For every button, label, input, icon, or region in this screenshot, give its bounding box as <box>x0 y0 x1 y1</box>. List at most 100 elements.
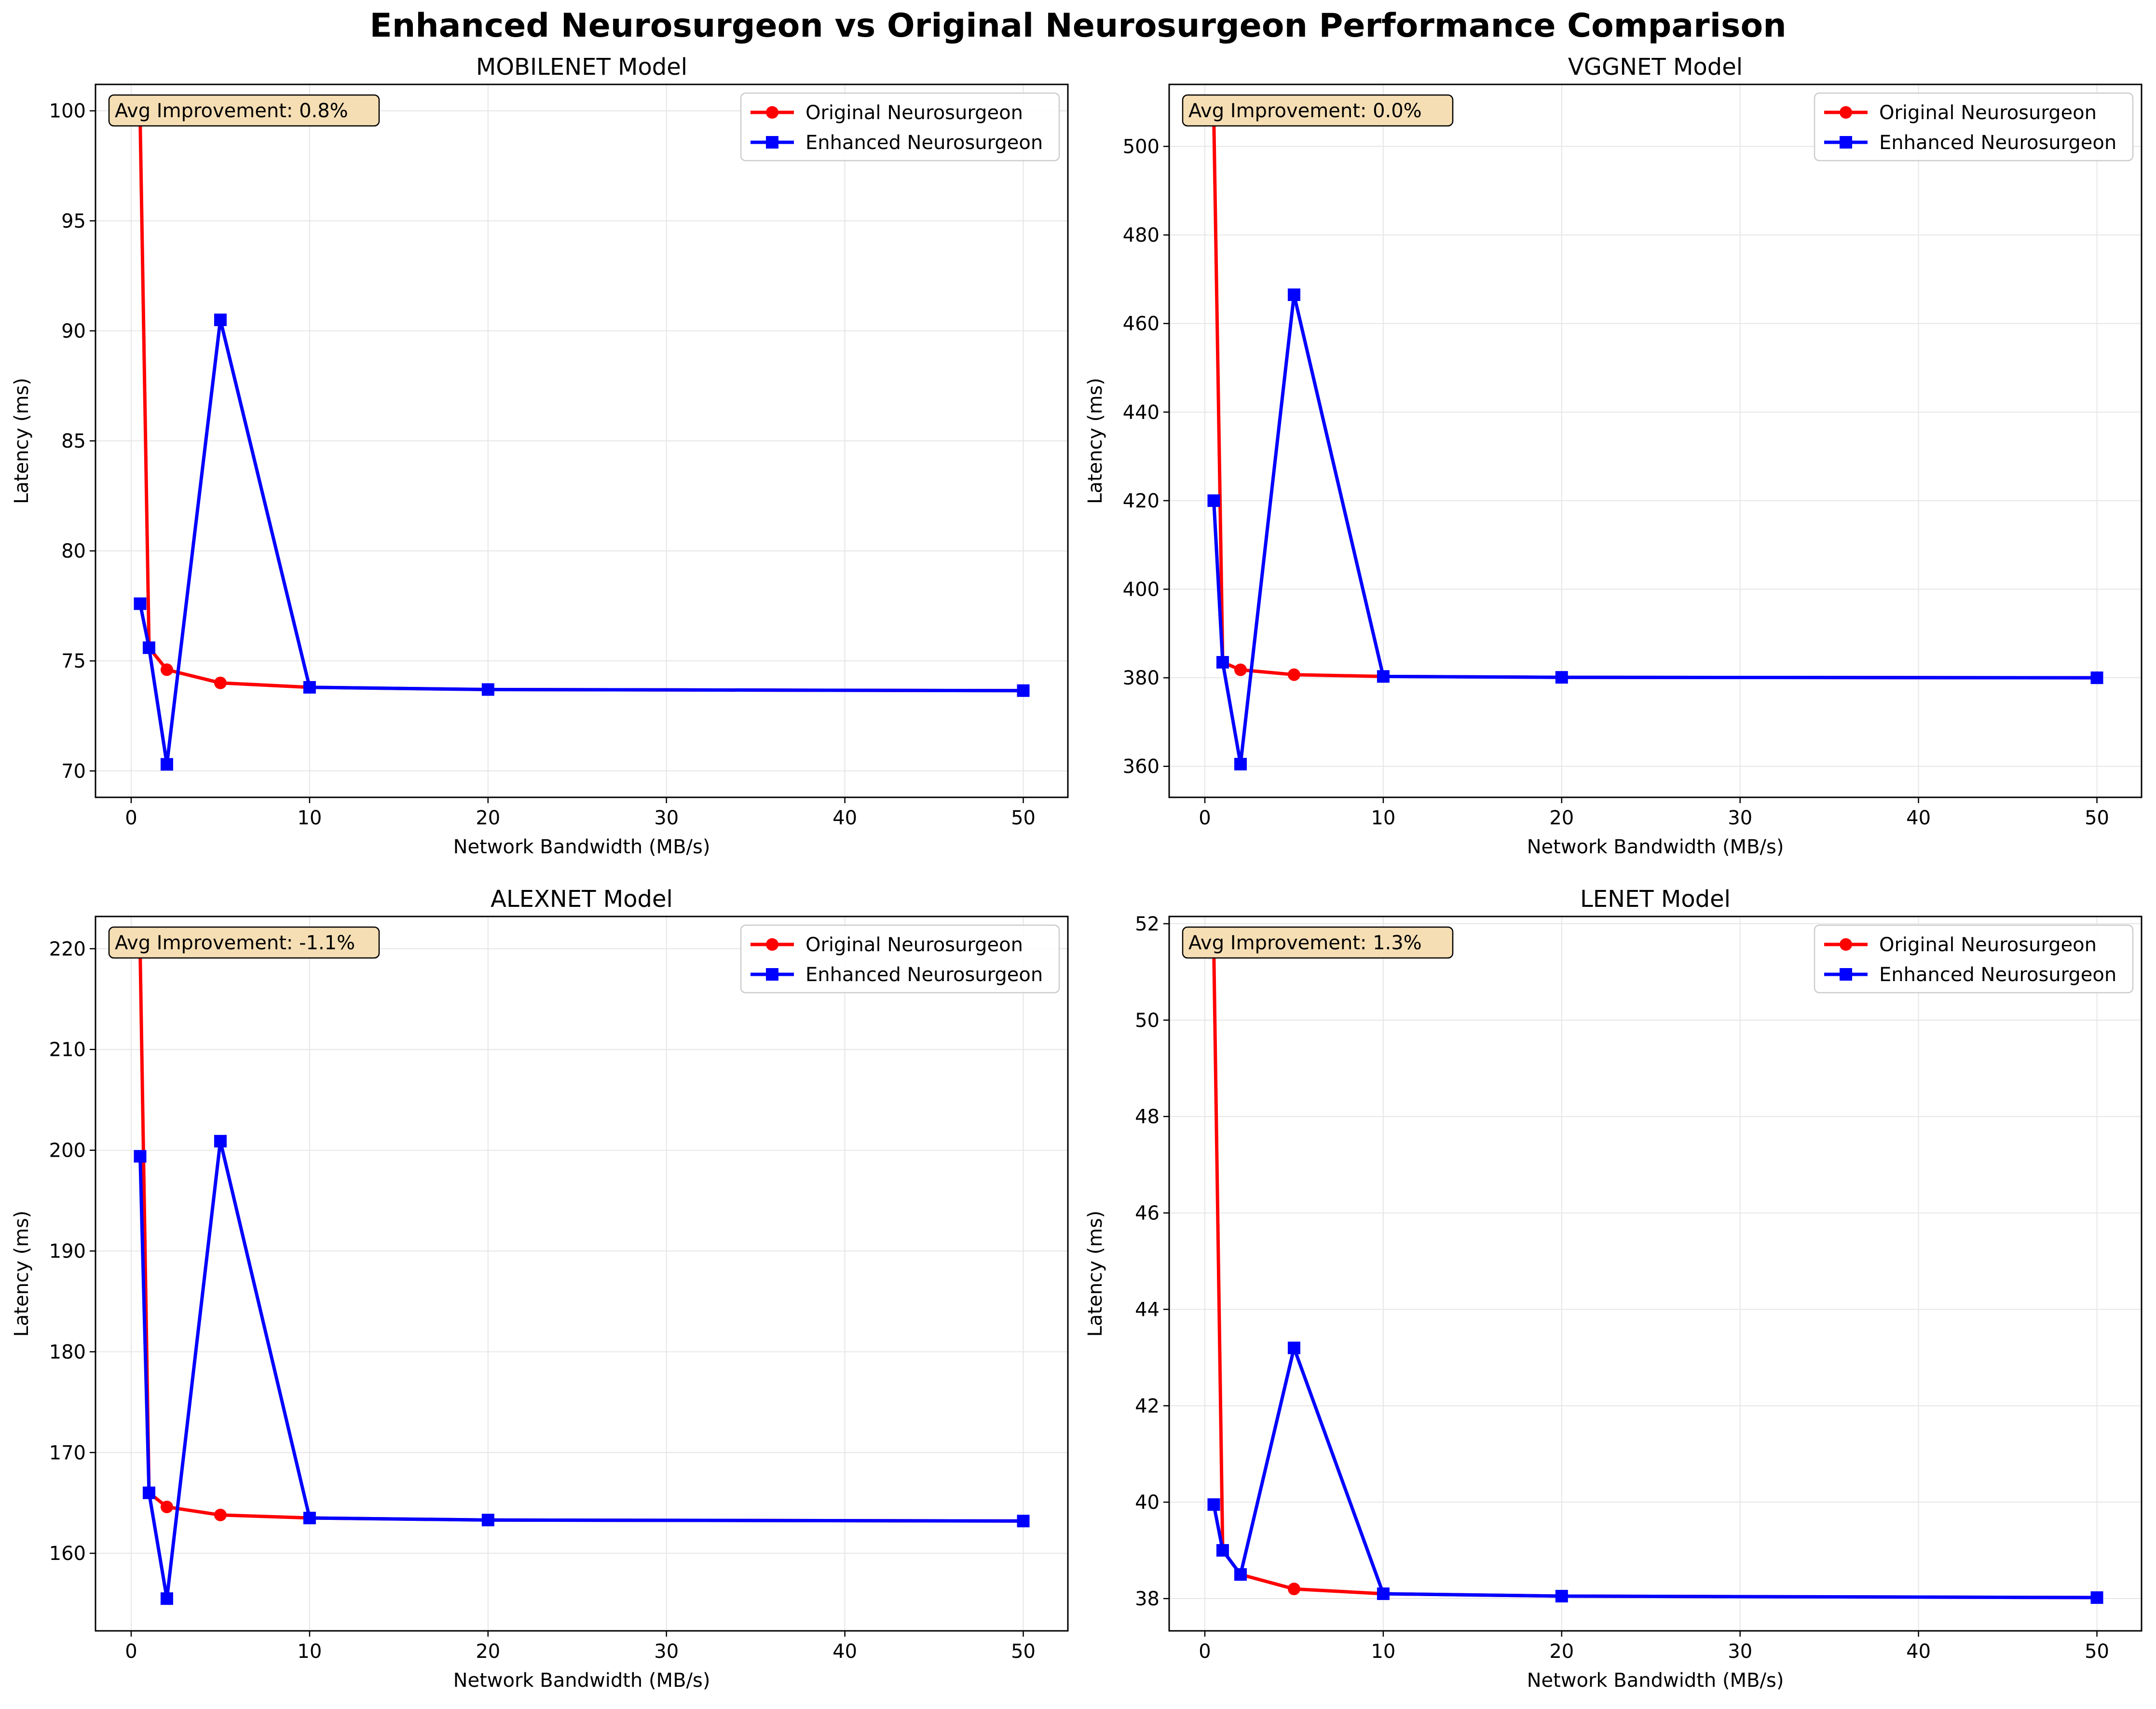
series-line <box>1212 1346 2097 1600</box>
y-tick-label: 180 <box>49 1341 86 1363</box>
x-tick-label: 30 <box>1728 1641 1752 1663</box>
data-point <box>1377 1587 1390 1600</box>
improvement-note-box <box>1182 94 1454 127</box>
series-line <box>138 318 1023 766</box>
improvement-note: Avg Improvement: 0.0% <box>1188 100 1422 122</box>
chart-panel-1: 0 10 20 30 40 50 360 380 400 420 440 460 480 500 VGGNE… <box>1084 54 2142 858</box>
x-tick-label: 10 <box>1371 807 1395 829</box>
x-tick-label: 0 <box>1199 807 1211 829</box>
x-tick-label: 40 <box>832 807 857 829</box>
legend-label: Enhanced Neurosurgeon <box>805 964 1043 986</box>
data-point <box>160 663 173 676</box>
x-tick-label: 0 <box>125 807 137 829</box>
legend-label: Original Neurosurgeon <box>805 934 1023 956</box>
series-1 <box>1207 1341 2103 1604</box>
data-point <box>1287 1341 1300 1354</box>
series-1 <box>134 1135 1030 1605</box>
legend-marker <box>1840 938 1852 951</box>
data-point <box>1017 1515 1030 1528</box>
series-line <box>1212 115 2097 680</box>
legend-box <box>1814 92 2134 162</box>
series-1 <box>134 314 1030 771</box>
x-tick-label: 40 <box>832 1641 857 1663</box>
y-tick-label: 160 <box>49 1543 86 1565</box>
x-tick-label: 10 <box>297 807 322 829</box>
data-point <box>303 681 316 694</box>
data-point <box>142 641 155 654</box>
plot-frame <box>1168 916 2142 1632</box>
data-point <box>1207 1498 1220 1511</box>
y-tick-label: 100 <box>49 100 86 123</box>
y-tick-label: 380 <box>1123 667 1160 689</box>
chart-panel-3: 0 10 20 30 40 50 38 40 42 44 46 48 50 52 LENET Model Ne… <box>1084 886 2142 1692</box>
data-point <box>142 1486 155 1499</box>
improvement-note-box <box>108 94 380 127</box>
y-tick-label: 85 <box>61 430 86 452</box>
legend-box <box>740 924 1060 994</box>
data-point <box>1207 494 1220 507</box>
data-point <box>134 1150 147 1163</box>
legend-marker <box>1840 968 1852 981</box>
y-tick-label: 460 <box>1123 313 1160 335</box>
data-point <box>1287 668 1300 681</box>
data-point <box>1555 1590 1568 1603</box>
data-point <box>481 1514 494 1527</box>
legend-marker <box>766 136 778 149</box>
data-point <box>1377 670 1390 683</box>
series-0 <box>1207 941 2103 1604</box>
y-tick-label: 95 <box>61 210 86 232</box>
x-tick-label: 0 <box>125 1641 137 1663</box>
x-axis-label: Network Bandwidth (MB/s) <box>453 1669 710 1692</box>
panel-title: MOBILENET Model <box>476 54 687 81</box>
x-tick-label: 20 <box>1549 1641 1574 1663</box>
y-tick-label: 400 <box>1123 579 1160 601</box>
y-tick-label: 48 <box>1135 1106 1160 1128</box>
improvement-note: Avg Improvement: 1.3% <box>1188 932 1422 954</box>
plot-frame <box>95 83 1069 798</box>
data-point <box>2090 1591 2103 1604</box>
x-axis-label: Network Bandwidth (MB/s) <box>1527 1669 1784 1692</box>
y-axis-label: Latency (ms) <box>11 378 33 504</box>
data-point <box>1234 758 1247 771</box>
series-1 <box>1207 288 2103 771</box>
legend-label: Enhanced Neurosurgeon <box>1879 964 2116 986</box>
y-axis-label: Latency (ms) <box>1084 378 1106 504</box>
legend-box <box>740 92 1060 162</box>
x-tick-label: 40 <box>1906 1641 1931 1663</box>
y-tick-label: 46 <box>1135 1203 1160 1225</box>
data-point <box>481 683 494 696</box>
panel-title: VGGNET Model <box>1568 54 1743 81</box>
data-point <box>1017 684 1030 697</box>
data-point <box>160 758 173 771</box>
y-tick-label: 80 <box>61 540 86 562</box>
legend-marker <box>1840 136 1852 149</box>
x-tick-label: 50 <box>1011 1641 1036 1663</box>
legend-label: Original Neurosurgeon <box>1879 102 2097 124</box>
data-point <box>1287 1583 1300 1596</box>
legend-marker <box>766 968 778 981</box>
y-tick-label: 440 <box>1123 401 1160 424</box>
legend-marker <box>1840 106 1852 119</box>
y-tick-label: 52 <box>1135 913 1160 935</box>
y-tick-label: 210 <box>49 1039 86 1061</box>
panel-title: LENET Model <box>1580 886 1731 913</box>
improvement-note: Avg Improvement: 0.8% <box>115 100 348 122</box>
data-point <box>303 1512 316 1525</box>
data-point <box>214 676 227 689</box>
series-line <box>138 1139 1023 1600</box>
x-tick-label: 50 <box>2085 1641 2109 1663</box>
x-tick-label: 20 <box>476 807 500 829</box>
data-point <box>1234 1568 1247 1581</box>
y-tick-label: 90 <box>61 320 86 342</box>
data-point <box>1287 288 1300 301</box>
y-tick-label: 75 <box>61 650 86 672</box>
improvement-note-box <box>1182 926 1454 959</box>
data-point <box>134 597 147 610</box>
legend-box <box>1814 924 2134 994</box>
x-tick-label: 0 <box>1199 1641 1211 1663</box>
x-tick-label: 50 <box>2085 807 2109 829</box>
x-tick-label: 30 <box>1728 807 1752 829</box>
y-tick-label: 220 <box>49 938 86 960</box>
